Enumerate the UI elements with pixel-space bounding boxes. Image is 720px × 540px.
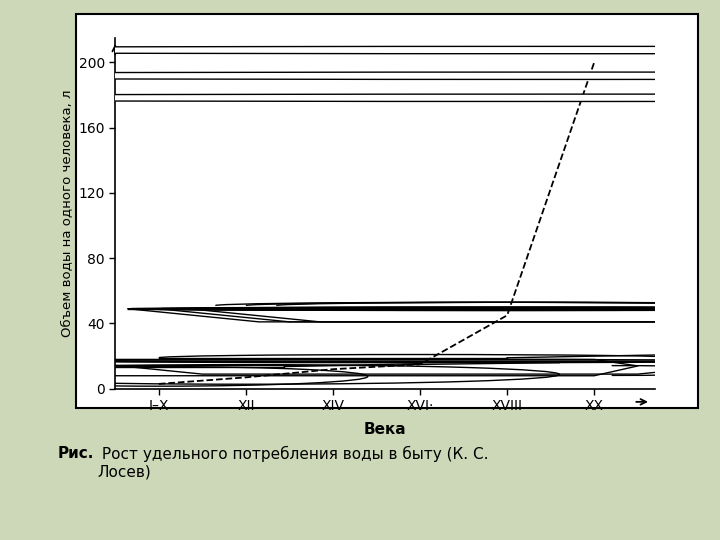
Ellipse shape: [0, 72, 720, 79]
Text: Рис.: Рис.: [58, 446, 94, 461]
Ellipse shape: [0, 46, 720, 53]
Ellipse shape: [0, 94, 720, 102]
Y-axis label: Объем воды на одного человека, л: Объем воды на одного человека, л: [60, 90, 73, 337]
Text: Рост удельного потребления воды в быту (К. С.
Лосев): Рост удельного потребления воды в быту (…: [97, 446, 489, 479]
X-axis label: Века: Века: [364, 422, 407, 436]
Ellipse shape: [0, 21, 720, 28]
